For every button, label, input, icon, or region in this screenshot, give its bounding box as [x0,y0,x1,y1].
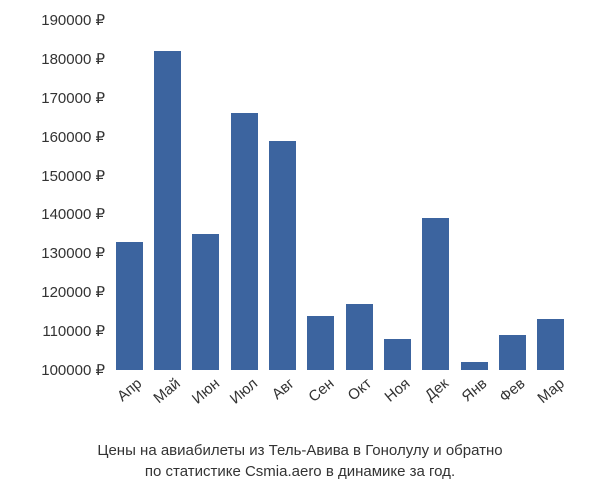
x-tick-slot: Мар [532,375,570,435]
bar-slot [532,20,570,370]
bar-slot [110,20,148,370]
bars-container [110,20,570,370]
y-tick-label: 160000 ₽ [41,128,105,146]
y-tick-label: 140000 ₽ [41,205,105,223]
y-tick-label: 100000 ₽ [41,361,105,379]
bar-slot [148,20,186,370]
y-axis: 100000 ₽110000 ₽120000 ₽130000 ₽140000 ₽… [0,20,105,370]
x-tick-slot: Апр [110,375,148,435]
bar [116,242,143,370]
bar [422,218,449,370]
x-tick-slot: Окт [340,375,378,435]
x-tick-label: Июн [189,375,223,408]
y-tick-label: 120000 ₽ [41,283,105,301]
bar-slot [263,20,301,370]
x-tick-slot: Июн [187,375,225,435]
x-tick-slot: Янв [455,375,493,435]
x-tick-label: Июл [227,375,261,408]
x-tick-label: Авг [269,375,298,403]
bar-slot [340,20,378,370]
x-tick-label: Янв [459,375,491,405]
x-tick-label: Май [151,375,184,407]
y-tick-label: 190000 ₽ [41,11,105,29]
bar-slot [378,20,416,370]
x-tick-slot: Фев [493,375,531,435]
bar-slot [417,20,455,370]
x-tick-label: Апр [114,375,145,405]
x-tick-label: Ноя [382,375,414,406]
x-tick-slot: Июл [225,375,263,435]
bar-slot [455,20,493,370]
bar [499,335,526,370]
chart-caption: Цены на авиабилеты из Тель-Авива в Гонол… [0,440,600,482]
bar [269,141,296,370]
bar-slot [493,20,531,370]
bar [192,234,219,370]
y-tick-label: 130000 ₽ [41,244,105,262]
x-tick-slot: Дек [417,375,455,435]
x-tick-label: Фев [497,375,529,406]
caption-line-2: по статистике Csmia.aero в динамике за г… [145,463,455,480]
x-tick-label: Мар [534,375,567,407]
y-tick-label: 110000 ₽ [42,322,105,340]
bar [384,339,411,370]
y-tick-label: 170000 ₽ [41,89,105,107]
x-tick-slot: Авг [263,375,301,435]
x-tick-slot: Май [148,375,186,435]
x-axis: АпрМайИюнИюл АвгСен ОктНоя ДекЯнвФевМар [110,375,570,435]
bar [537,319,564,370]
bar [461,362,488,370]
y-tick-label: 150000 ₽ [41,167,105,185]
plot-area [110,20,570,370]
x-tick-slot: Ноя [378,375,416,435]
x-tick-label: Сен [305,375,337,406]
bar [154,51,181,370]
caption-line-1: Цены на авиабилеты из Тель-Авива в Гонол… [97,442,502,459]
y-tick-label: 180000 ₽ [41,50,105,68]
price-chart: 100000 ₽ 110000 ₽ 120000 ₽ 130000 ₽ 140000 ₽… [0,0,600,500]
x-tick-slot: Сен [302,375,340,435]
x-tick-label: Окт [345,375,375,404]
bar-slot [187,20,225,370]
bar [307,316,334,370]
bar-slot [225,20,263,370]
bar [346,304,373,370]
x-tick-label: Дек [422,375,452,404]
bar [231,113,258,370]
bar-slot [302,20,340,370]
